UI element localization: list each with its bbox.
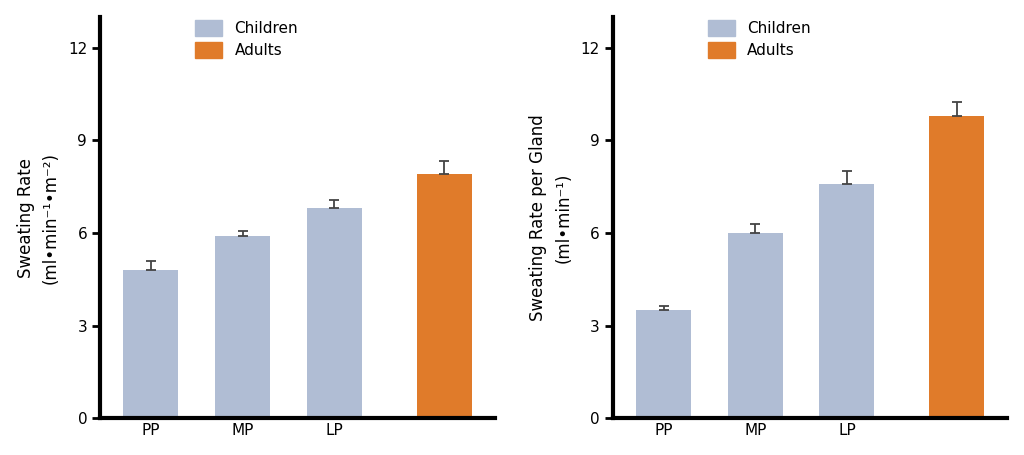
- Legend: Children, Adults: Children, Adults: [195, 20, 298, 58]
- Bar: [123, 270, 178, 419]
- Y-axis label: Sweating Rate per Gland
(ml•min⁻¹): Sweating Rate per Gland (ml•min⁻¹): [529, 114, 572, 321]
- Legend: Children, Adults: Children, Adults: [708, 20, 811, 58]
- Bar: [819, 183, 874, 419]
- Bar: [728, 233, 782, 419]
- Bar: [417, 174, 472, 419]
- Bar: [307, 208, 361, 419]
- Bar: [930, 116, 984, 419]
- Bar: [636, 310, 691, 419]
- Bar: [215, 236, 270, 419]
- Y-axis label: Sweating Rate
(ml•min⁻¹•m⁻²): Sweating Rate (ml•min⁻¹•m⁻²): [16, 152, 59, 283]
